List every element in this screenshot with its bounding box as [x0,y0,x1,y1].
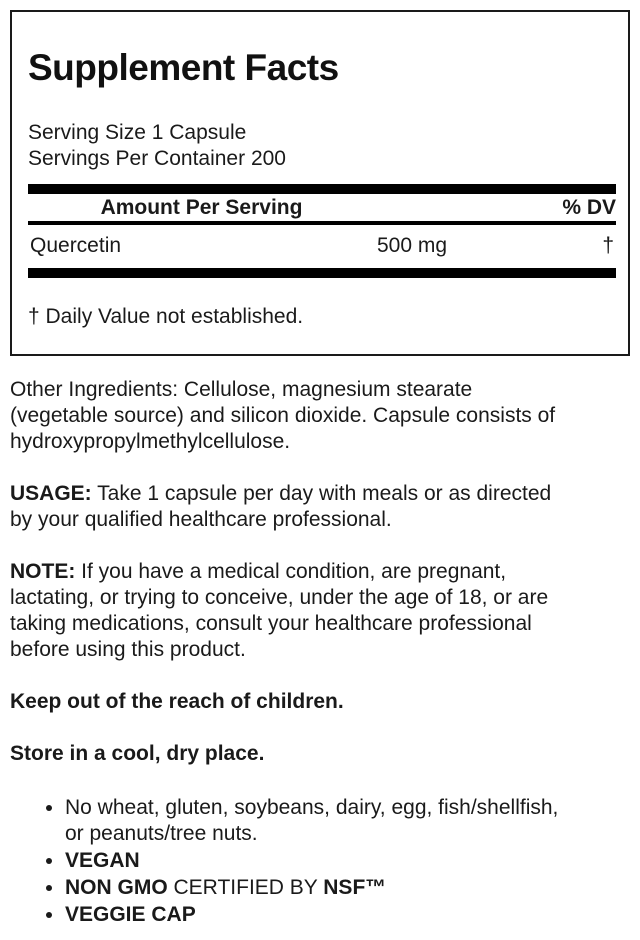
supplement-label: Supplement Facts Serving Size 1 Capsule … [10,10,630,928]
amount-per-serving-header: Amount Per Serving [100,196,303,219]
list-item-veggie-cap: VEGGIE CAP [65,902,630,928]
table-row: Quercetin 500 mg † [28,225,616,268]
non-gmo-label: NON GMO [65,876,168,899]
allergens-text: No wheat, gluten, soybeans, dairy, egg, … [65,796,559,845]
percent-dv-header: % DV [562,196,616,219]
ingredient-amount: 500 mg [377,234,448,257]
feature-list: No wheat, gluten, soybeans, dairy, egg, … [10,795,630,928]
panel-title: Supplement Facts [28,47,339,88]
serving-size: Serving Size 1 Capsule [28,121,247,144]
certified-by-text: CERTIFIED BY [167,876,324,899]
list-item-allergens: No wheat, gluten, soybeans, dairy, egg, … [65,795,630,847]
ingredient-name: Quercetin [30,234,122,257]
nsf-label: NSF™ [323,876,387,899]
list-item-vegan: VEGAN [65,848,630,874]
note-label: NOTE: [10,560,76,583]
divider-thick-top [28,184,616,194]
usage-text: Take 1 capsule per day with meals or as … [10,482,552,531]
list-item-non-gmo: NON GMO CERTIFIED BY NSF™ [65,875,630,901]
daily-value-footnote: † Daily Value not established. [28,305,304,328]
usage-paragraph: USAGE: Take 1 capsule per day with meals… [10,481,630,533]
other-ingredients-paragraph: Other Ingredients: Cellulose, magnesium … [10,378,556,453]
table-header-row: Amount Per Serving % DV [28,194,616,221]
note-paragraph: NOTE: If you have a medical condition, a… [10,559,630,663]
divider-medium [28,221,616,225]
usage-label: USAGE: [10,482,92,505]
storage-instruction: Store in a cool, dry place. [10,742,265,765]
keep-out-warning: Keep out of the reach of children. [10,690,344,713]
ingredient-dv-dagger: † [602,234,614,257]
note-text: If you have a medical condition, are pre… [10,560,549,661]
divider-thick-bottom [28,268,616,278]
supplement-facts-panel: Supplement Facts Serving Size 1 Capsule … [10,10,630,356]
servings-per-container: Servings Per Container 200 [28,147,286,170]
